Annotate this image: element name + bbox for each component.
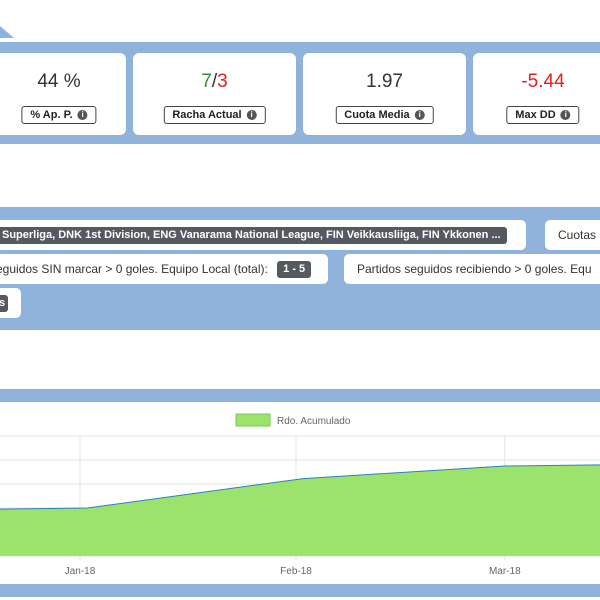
leagues-tag: Superliga, DNK 1st Division, ENG Vanaram… xyxy=(0,227,507,245)
local-goals-filter-chip[interactable]: eguidos SIN marcar > 0 goles. Equipo Loc… xyxy=(0,254,328,284)
away-goals-filter-chip[interactable]: Partidos seguidos recibiendo > 0 goles. … xyxy=(344,254,600,284)
info-icon: i xyxy=(414,110,425,120)
local-goals-label: eguidos SIN marcar > 0 goles. Equipo Loc… xyxy=(0,262,268,276)
stat-label-button[interactable]: Racha Actual i xyxy=(163,106,266,124)
chart-card: Jan-18 Feb-18 Mar-18 Rdo. Acumulado xyxy=(0,402,600,584)
streak-wins: 7 xyxy=(201,71,212,92)
info-icon: i xyxy=(560,110,571,120)
series-line-rdo-acumulado xyxy=(0,464,600,510)
away-goals-label: Partidos seguidos recibiendo > 0 goles. … xyxy=(357,262,592,276)
stat-card-hit-rate: 44 % % Ap. P. i xyxy=(0,53,126,135)
cuotas-filter-chip[interactable]: Cuotas xyxy=(545,220,600,250)
stat-label-button[interactable]: % Ap. P. i xyxy=(21,106,97,124)
leagues-filter-chip[interactable]: Superliga, DNK 1st Division, ENG Vanaram… xyxy=(0,220,526,250)
extra-filter-chip[interactable]: s xyxy=(0,288,21,318)
stat-value: -5.44 xyxy=(521,71,565,92)
info-icon: i xyxy=(246,110,257,120)
stat-card-max-dd: -5.44 Max DD i xyxy=(473,53,600,135)
streak-separator: / xyxy=(211,71,218,92)
stat-label-text: Cuota Media xyxy=(344,109,410,121)
legend-swatch xyxy=(235,413,271,427)
cuotas-label: Cuotas xyxy=(558,228,597,242)
stat-label-button[interactable]: Cuota Media i xyxy=(335,106,434,124)
x-tick-label: Feb-18 xyxy=(280,566,312,577)
series-area-rdo-acumulado xyxy=(0,464,600,556)
stat-value: 44 % xyxy=(37,71,81,92)
stat-card-streak: 7/3 Racha Actual i xyxy=(133,53,296,135)
stat-label-text: % Ap. P. xyxy=(30,109,73,121)
stat-value: 7/3 xyxy=(133,71,296,93)
info-icon: i xyxy=(77,110,88,120)
x-tick-label: Jan-18 xyxy=(65,566,96,577)
stat-label-button[interactable]: Max DD i xyxy=(506,106,580,124)
legend-label: Rdo. Acumulado xyxy=(277,416,351,427)
x-axis-ticks: Jan-18 Feb-18 Mar-18 xyxy=(65,566,521,577)
extra-tag: s xyxy=(0,295,9,313)
stat-card-avg-odds: 1.97 Cuota Media i xyxy=(303,53,466,135)
corner-decoration xyxy=(0,26,14,38)
cumulative-result-chart: Jan-18 Feb-18 Mar-18 Rdo. Acumulado xyxy=(0,413,600,577)
local-goals-tag: 1 - 5 xyxy=(277,261,312,279)
stat-label-text: Racha Actual xyxy=(172,109,242,121)
stat-value: 1.97 xyxy=(366,71,403,92)
streak-losses: 3 xyxy=(217,71,228,92)
stat-label-text: Max DD xyxy=(515,109,556,121)
x-tick-label: Mar-18 xyxy=(489,566,521,577)
